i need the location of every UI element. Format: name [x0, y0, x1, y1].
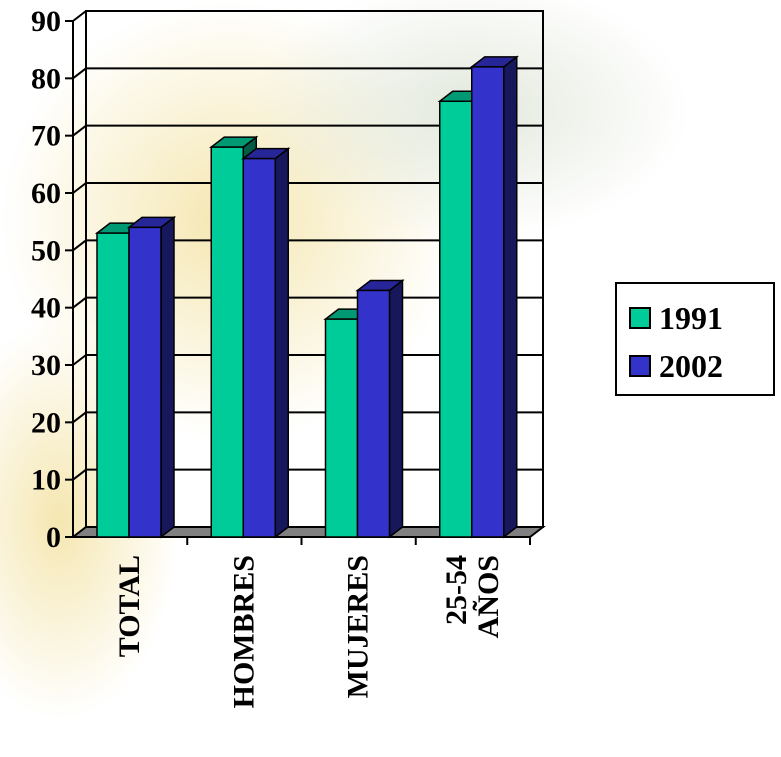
gridline-side [72, 239, 87, 252]
gridline-side [72, 468, 87, 481]
y-tick-label: 60 [31, 177, 61, 210]
gridline-side [72, 354, 87, 366]
y-tick-label: 30 [31, 349, 61, 382]
y-tick-label: 70 [31, 120, 61, 153]
gridline-side [72, 411, 87, 424]
gridline-side [72, 182, 87, 194]
category-label: 25-54 [440, 555, 473, 625]
category-label: MUJERES [342, 555, 375, 698]
y-tick-label: 0 [46, 521, 61, 554]
bars [94, 55, 519, 539]
gridline-side [72, 124, 87, 137]
category-label: TOTAL [113, 555, 146, 657]
legend-swatch-2002 [629, 355, 651, 377]
gridline-side [72, 296, 87, 309]
y-tick-label: 50 [31, 234, 61, 267]
category-label: AÑOS [472, 555, 505, 638]
y-tick-label: 20 [31, 406, 61, 439]
y-tick-labels: 0 10 20 30 40 50 60 70 80 90 [31, 5, 61, 554]
gridline-side [72, 67, 87, 80]
bar-2002-1 [241, 147, 291, 539]
legend-swatch-1991 [629, 307, 651, 329]
bar-2002-0 [126, 215, 177, 539]
y-tick-label: 90 [31, 5, 61, 38]
legend: 1991 2002 [615, 282, 775, 396]
legend-label-1991: 1991 [659, 300, 723, 336]
y-tick-label: 40 [31, 292, 61, 325]
y-tick-label: 80 [31, 62, 61, 95]
legend-label-2002: 2002 [659, 348, 723, 384]
category-labels: TOTAL HOMBRES MUJERES 25-54 AÑOS [113, 555, 505, 708]
bar-2002-2 [355, 278, 405, 539]
legend-item-2002: 2002 [629, 350, 723, 382]
legend-item-1991: 1991 [629, 302, 723, 334]
gridline-side [72, 10, 87, 22]
y-tick-label: 10 [31, 464, 61, 497]
bar-2002-3 [469, 55, 519, 539]
category-label: HOMBRES [227, 555, 260, 708]
